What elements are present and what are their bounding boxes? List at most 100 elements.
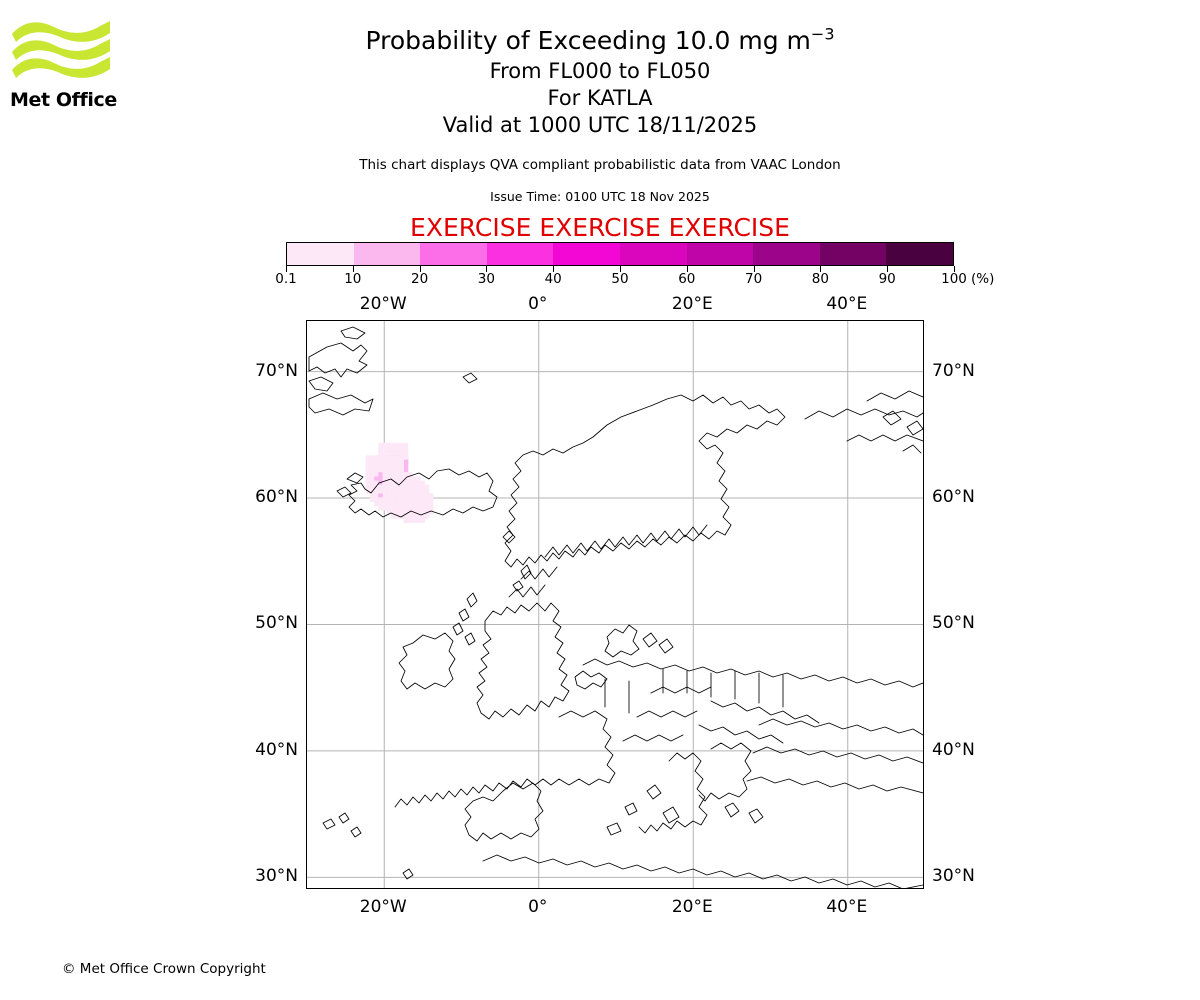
probability-cell (424, 493, 430, 498)
probability-cell (407, 518, 413, 523)
probability-cell (424, 497, 430, 502)
probability-cell (412, 501, 417, 507)
probability-cell (407, 480, 413, 486)
colorbar-tick-label: 70 (745, 271, 763, 287)
probability-cell (399, 451, 404, 456)
probability-cell (391, 463, 396, 469)
probability-cell (391, 451, 396, 456)
probability-cell (424, 505, 430, 511)
probability-cell (378, 442, 383, 448)
colorbar-tick-labels: 0.1 10 20 30 40 50 60 70 80 90 100 (275, 271, 967, 289)
probability-cell (403, 472, 409, 477)
probability-cell (412, 514, 417, 519)
probability-cell (420, 501, 425, 507)
probability-cell (386, 451, 392, 456)
colorbar-tick (553, 266, 555, 272)
probability-cell (378, 505, 383, 511)
colorbar-band-2 (420, 243, 487, 265)
probability-cell (391, 505, 396, 511)
probability-cell (386, 489, 392, 494)
issue-time-label: Issue Time: 0100 UTC 18 Nov 2025 (490, 189, 710, 204)
probability-cell (395, 472, 400, 477)
probability-cell (412, 484, 417, 490)
probability-cell (382, 463, 388, 469)
probability-cell (386, 497, 392, 502)
probability-cell (412, 497, 417, 502)
map-frame[interactable] (306, 320, 924, 889)
probability-cell (386, 468, 392, 473)
colorbar-tick (686, 266, 688, 272)
probability-cell (428, 493, 434, 498)
lon-label-top: 20°W (359, 294, 407, 314)
probability-cell (412, 518, 417, 523)
probability-cell (416, 484, 421, 490)
probability-cell (399, 472, 404, 477)
colorbar-tick-label: 30 (477, 271, 495, 287)
probability-cell (420, 493, 425, 498)
probability-cell (382, 455, 388, 460)
probability-cell (391, 484, 396, 490)
probability-cell (370, 497, 375, 502)
lat-label-right: 70°N (932, 360, 975, 381)
probability-cell (420, 514, 425, 519)
colorbar-band-0 (287, 243, 354, 265)
probability-cell (391, 501, 396, 507)
lon-label-top: 0° (528, 294, 548, 314)
probability-cell (407, 484, 413, 490)
qva-note: This chart displays QVA compliant probab… (359, 157, 841, 173)
probability-cell (395, 514, 400, 519)
colorbar-tick-label: 10 (344, 271, 362, 287)
probability-cell (382, 442, 388, 448)
colorbar-tick (887, 266, 889, 272)
lat-label-right: 50°N (932, 613, 975, 634)
colorbar-bands (286, 242, 954, 266)
probability-cell (365, 480, 371, 486)
probability-cell (399, 476, 404, 481)
probability-cell (420, 510, 425, 515)
probability-cell (412, 505, 417, 511)
colorbar-tick-label: 100 (941, 271, 967, 287)
probability-cell (412, 493, 417, 498)
probability-cell (416, 493, 421, 498)
probability-cell (395, 442, 400, 448)
probability-cell (378, 468, 383, 473)
probability-cell (399, 463, 404, 469)
probability-cell (391, 480, 396, 486)
probability-cell (416, 505, 421, 511)
probability-cell (391, 476, 396, 481)
probability-cell (420, 518, 425, 523)
probability-cell (391, 489, 396, 494)
probability-cell (412, 489, 417, 494)
lon-label-bottom: 40°E (826, 897, 868, 917)
probability-cell (374, 484, 379, 490)
probability-cell (382, 451, 388, 456)
probability-cell (370, 493, 375, 498)
probability-cell (399, 459, 404, 465)
probability-cell (386, 493, 392, 498)
title-line1-text: Probability of Exceeding 10.0 mg m (365, 26, 811, 55)
probability-cell (399, 447, 404, 452)
probability-cell (382, 505, 388, 511)
probability-cell (416, 510, 421, 515)
probability-cell (391, 455, 396, 460)
probability-cell (378, 501, 383, 507)
colorbar-band-8 (819, 243, 887, 265)
lat-label-right: 40°N (932, 739, 975, 760)
probability-cell (403, 493, 409, 498)
colorbar-band-7 (753, 243, 820, 265)
colorbar-band-6 (686, 243, 754, 265)
probability-cell (370, 472, 375, 477)
probability-cell (399, 442, 404, 448)
probability-cell (395, 505, 400, 511)
probability-cell (403, 468, 409, 473)
probability-cell (416, 518, 421, 523)
probability-cell (382, 472, 388, 477)
probability-cell (395, 451, 400, 456)
lat-label-right: 60°N (932, 487, 975, 508)
probability-cell (407, 510, 413, 515)
probability-cell (403, 480, 409, 486)
probability-cell (365, 459, 371, 465)
colorbar-tick (954, 266, 955, 272)
probability-cell (424, 501, 430, 507)
probability-cell (378, 476, 383, 481)
